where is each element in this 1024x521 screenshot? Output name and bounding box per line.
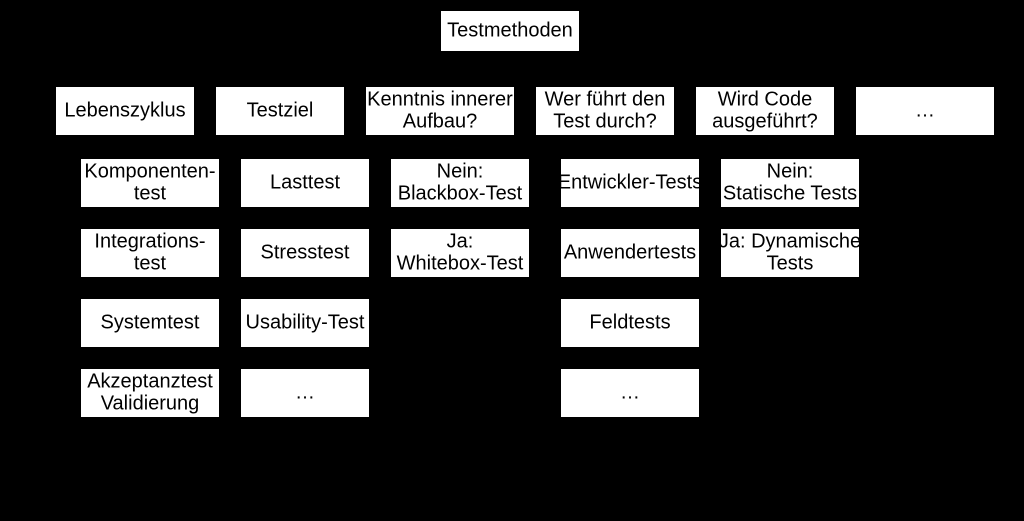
category-more-label: …: [915, 99, 935, 121]
category-lebenszyklus: Lebenszyklus: [55, 86, 195, 136]
category-wer-label: Test durch?: [553, 110, 656, 132]
leaf-kenntnis-0-label: Blackbox-Test: [398, 182, 523, 204]
leaf-kenntnis-1: Ja:Whitebox-Test: [390, 228, 530, 278]
leaf-lebenszyklus-3-label: Validierung: [101, 392, 200, 414]
leaf-wer-1-label: Anwendertests: [564, 241, 696, 263]
leaf-wer-2: Feldtests: [560, 298, 700, 348]
leaf-code-0: Nein:Statische Tests: [720, 158, 860, 208]
leaf-code-1: Ja: DynamischeTests: [719, 228, 861, 278]
category-wer-label: Wer führt den: [545, 88, 666, 110]
category-kenntnis: Kenntnis innererAufbau?: [365, 86, 515, 136]
leaf-wer-1: Anwendertests: [560, 228, 700, 278]
root-node-label: Testmethoden: [447, 19, 573, 41]
leaf-testziel-1: Stresstest: [240, 228, 370, 278]
category-testziel-label: Testziel: [247, 99, 314, 121]
leaf-lebenszyklus-3: AkzeptanztestValidierung: [80, 368, 220, 418]
category-code: Wird Codeausgeführt?: [695, 86, 835, 136]
category-testziel: Testziel: [215, 86, 345, 136]
leaf-lebenszyklus-1-label: Integrations-: [94, 230, 205, 252]
leaf-kenntnis-1-label: Whitebox-Test: [397, 252, 524, 274]
leaf-code-0-label: Statische Tests: [723, 182, 857, 204]
category-kenntnis-label: Aufbau?: [403, 110, 478, 132]
category-code-label: Wird Code: [718, 88, 812, 110]
leaf-testziel-3-label: …: [295, 381, 315, 403]
leaf-wer-3-label: …: [620, 381, 640, 403]
leaf-lebenszyklus-0-label: Komponenten-: [84, 160, 215, 182]
leaf-lebenszyklus-0-label: test: [134, 182, 167, 204]
leaf-lebenszyklus-3-label: Akzeptanztest: [87, 370, 213, 392]
leaf-lebenszyklus-2-label: Systemtest: [101, 311, 200, 333]
leaf-lebenszyklus-2: Systemtest: [80, 298, 220, 348]
leaf-kenntnis-0-label: Nein:: [437, 160, 484, 182]
testmethoden-tree: Testmethoden Lebenszyklus Komponenten-test…: [0, 0, 1024, 521]
leaf-code-1-label: Tests: [767, 252, 814, 274]
root-node: Testmethoden: [440, 10, 580, 52]
category-lebenszyklus-label: Lebenszyklus: [64, 99, 185, 121]
leaf-testziel-2-label: Usability-Test: [246, 311, 365, 333]
category-wer: Wer führt denTest durch?: [535, 86, 675, 136]
leaf-kenntnis-0: Nein:Blackbox-Test: [390, 158, 530, 208]
leaf-testziel-0: Lasttest: [240, 158, 370, 208]
leaf-testziel-3: …: [240, 368, 370, 418]
leaf-wer-2-label: Feldtests: [589, 311, 670, 333]
leaf-code-1-label: Ja: Dynamische: [719, 230, 861, 252]
leaf-wer-0-label: Entwickler-Tests: [558, 171, 702, 193]
leaf-testziel-1-label: Stresstest: [261, 241, 350, 263]
leaf-lebenszyklus-1-label: test: [134, 252, 167, 274]
leaf-wer-0: Entwickler-Tests: [558, 158, 702, 208]
leaf-wer-3: …: [560, 368, 700, 418]
category-code-label: ausgeführt?: [712, 110, 818, 132]
category-more: …: [855, 86, 995, 136]
leaf-testziel-0-label: Lasttest: [270, 171, 340, 193]
category-kenntnis-label: Kenntnis innerer: [367, 88, 513, 110]
leaf-kenntnis-1-label: Ja:: [447, 230, 474, 252]
leaf-lebenszyklus-0: Komponenten-test: [80, 158, 220, 208]
leaf-testziel-2: Usability-Test: [240, 298, 370, 348]
leaf-lebenszyklus-1: Integrations-test: [80, 228, 220, 278]
leaf-code-0-label: Nein:: [767, 160, 814, 182]
